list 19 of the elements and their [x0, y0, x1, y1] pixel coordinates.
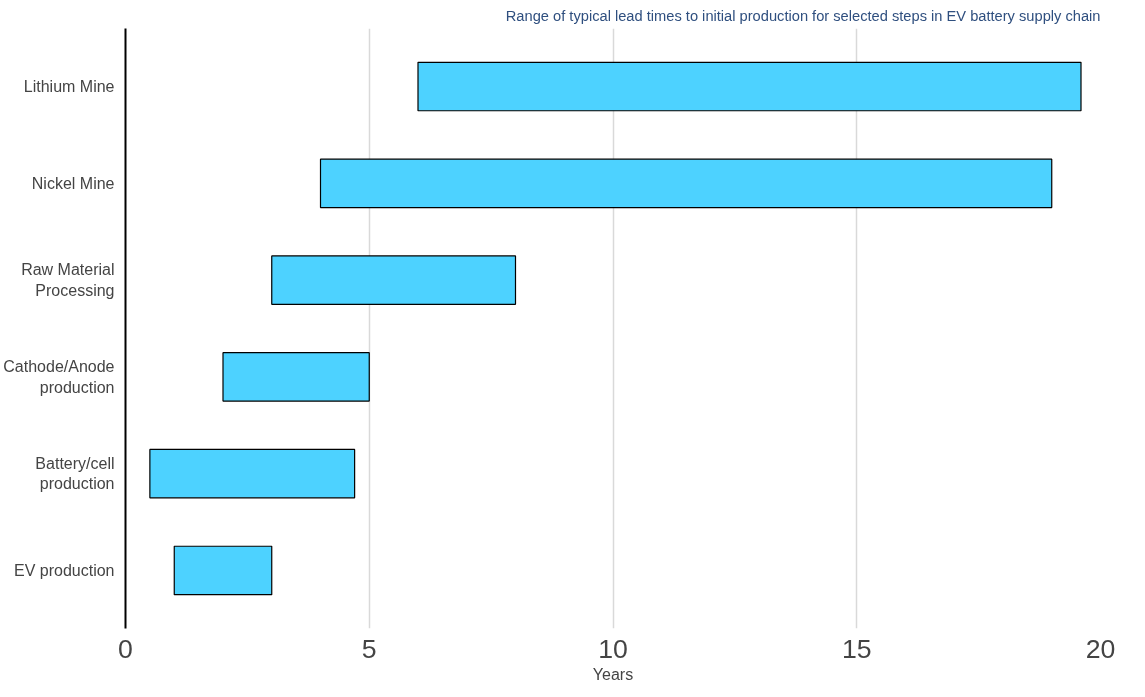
bar — [271, 255, 517, 305]
y-tick-label: Battery/cell production — [35, 454, 115, 493]
x-tick-label: 10 — [598, 633, 628, 664]
bar — [222, 352, 370, 402]
bar — [417, 61, 1082, 112]
y-tick-label: Nickel Mine — [31, 174, 115, 192]
y-tick-label: Raw Material Processing — [21, 261, 115, 299]
x-tick-label: 0 — [118, 633, 133, 664]
bar — [173, 545, 273, 596]
bar — [149, 448, 356, 499]
y-tick-label: Cathode/Anode production — [3, 358, 115, 396]
x-tick-label: 20 — [1085, 633, 1116, 664]
x-tick-label: 15 — [841, 633, 872, 664]
x-axis-title: Years — [592, 665, 634, 683]
y-tick-label: Lithium Mine — [23, 78, 115, 96]
chart-title: Range of typical lead times to initial production for selected steps in EV battery supply chain — [505, 7, 1101, 24]
bar — [319, 158, 1053, 209]
y-tick-label: EV production — [13, 561, 115, 579]
x-tick-label: 5 — [361, 633, 377, 664]
